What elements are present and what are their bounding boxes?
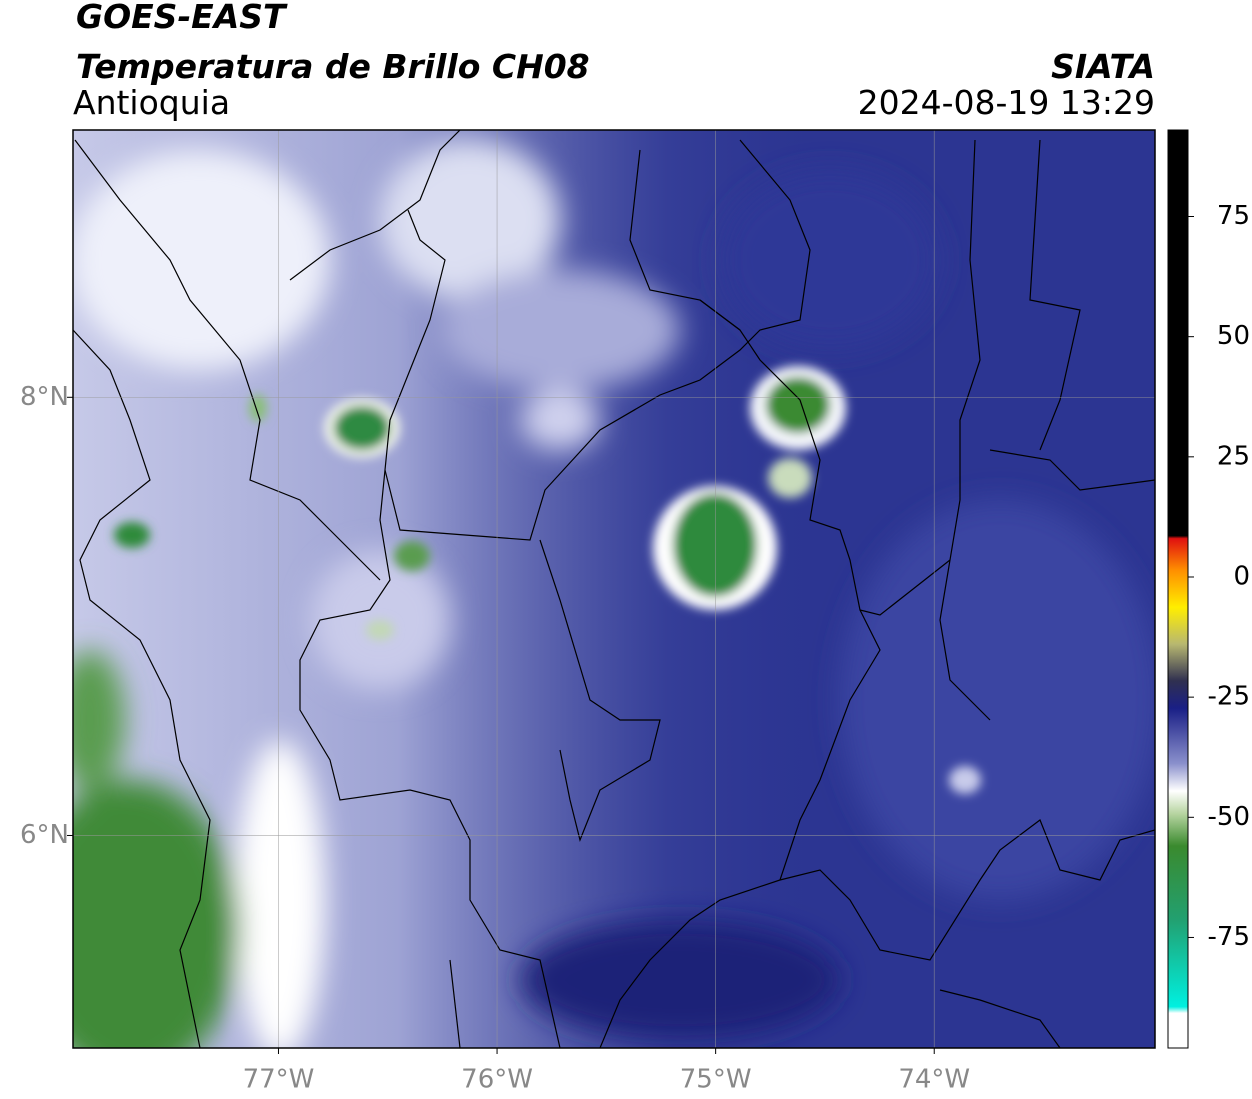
colorbar-tick-label: -75 (1208, 922, 1250, 952)
title: GOES-EAST (76, 0, 288, 36)
x-tick-label: 76°W (461, 1065, 533, 1095)
x-tick-label: 74°W (898, 1065, 970, 1095)
colorbar-tick-label: 0 (1233, 561, 1250, 591)
colorbar (1167, 129, 1189, 1049)
colorbar-tick-label: -25 (1208, 682, 1250, 712)
y-tick-label: 8°N (20, 382, 69, 412)
map-frame (72, 129, 1156, 1049)
source: SIATA (1051, 47, 1155, 86)
satellite-image (73, 130, 1155, 1048)
x-tick-label: 77°W (243, 1065, 315, 1095)
subtitle: Temperatura de Brillo CH08 (76, 47, 590, 86)
timestamp: 2024-08-19 13:29 (858, 83, 1155, 122)
y-tick-label: 6°N (20, 820, 69, 850)
colorbar-tick-label: 75 (1217, 201, 1250, 231)
x-tick-label: 75°W (680, 1065, 752, 1095)
colorbar-tick-label: -50 (1208, 802, 1250, 832)
colorbar-tick-label: 50 (1217, 321, 1250, 351)
grid (73, 130, 1155, 1048)
region: Antioquia (73, 83, 230, 122)
colorbar-tick-label: 25 (1217, 441, 1250, 471)
